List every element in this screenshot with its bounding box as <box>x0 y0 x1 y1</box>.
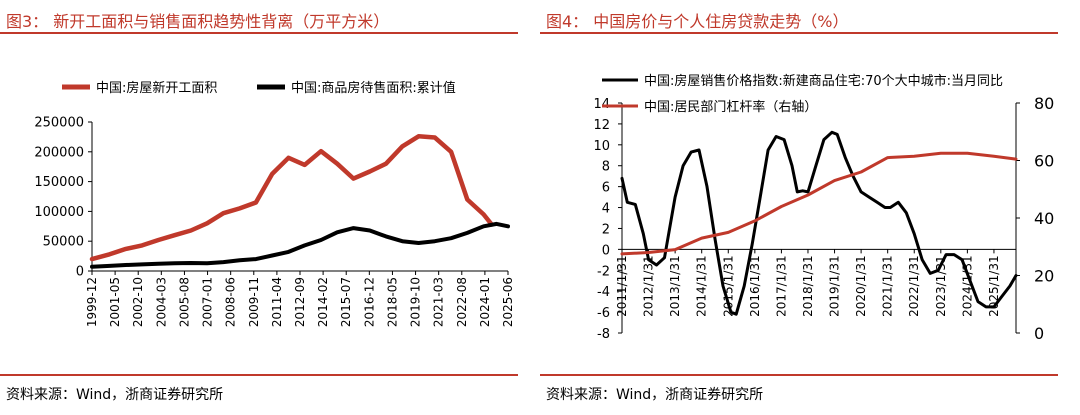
series-line-1 <box>90 221 510 269</box>
series-line-1 <box>620 151 1018 256</box>
y-tick-label: 200000 <box>34 145 84 160</box>
x-tick-label: 2019/1/31 <box>828 255 842 317</box>
left-y-tick-label: 12 <box>593 118 610 133</box>
figure-4-panel: 图4： 中国房价与个人住房贷款走势（%） -8 -6 -4 -2 0 2 4 6 8 10 12 14… <box>540 0 1060 415</box>
left-y-tick-label: 8 <box>602 160 610 175</box>
left-y-tick-label: 2 <box>602 222 610 237</box>
x-tick-label: 2022/1/31 <box>907 255 921 317</box>
x-tick-label: 2013/1/31 <box>668 255 682 317</box>
legend-label-1: 中国:居民部门杠杆率（右轴） <box>644 99 817 115</box>
figure-3-panel: 图3： 新开工面积与销售面积趋势性背离（万平方米） 中国:房屋新开工面积 中国:商… <box>0 0 520 415</box>
right-y-tick-label: 0 <box>1034 324 1044 343</box>
figure-4-source: 资料来源：Wind，浙商证券研究所 <box>546 387 764 403</box>
figure-3-top-rule <box>0 32 518 34</box>
left-y-tick-label: 6 <box>602 181 610 196</box>
left-y-tick-label: 4 <box>602 202 610 217</box>
figure-3-chart: 中国:房屋新开工面积 中国:商品房待售面积:累计值 0 50000 100000 1500… <box>34 80 515 327</box>
figure-4-top-rule <box>540 32 1058 34</box>
x-tick-label: 2021-03 <box>432 277 446 327</box>
left-y-tick-label: 0 <box>602 243 610 258</box>
x-tick-label: 2002-10 <box>131 277 145 327</box>
x-tick-label: 2011-04 <box>270 277 284 327</box>
x-tick-label: 2024-01 <box>478 277 492 327</box>
right-y-tick-label: 60 <box>1034 152 1054 171</box>
x-tick-label: 2015/1/31 <box>721 255 735 317</box>
x-tick-label: 1999-12 <box>85 277 99 327</box>
x-tick-label: 2012-09 <box>293 277 307 327</box>
x-tick-label: 2007-01 <box>201 277 215 327</box>
right-y-tick-label: 80 <box>1034 94 1054 113</box>
x-tick-label: 2018/1/31 <box>801 255 815 317</box>
figure-3-bottom-rule <box>0 374 518 376</box>
x-tick-label: 2001-05 <box>108 277 122 327</box>
x-tick-label: 2025-06 <box>501 277 515 327</box>
left-y-tick-label: -2 <box>597 264 610 279</box>
left-y-tick-label: 10 <box>593 139 610 154</box>
y-tick-label: 250000 <box>34 116 84 131</box>
right-y-tick-label: 40 <box>1034 209 1054 228</box>
x-tick-label: 2016/1/31 <box>748 255 762 317</box>
figure-4-title: 图4： 中国房价与个人住房贷款走势（%） <box>546 12 849 31</box>
y-tick-label: 150000 <box>34 175 84 190</box>
x-tick-label: 2022-08 <box>455 277 469 327</box>
x-tick-label: 2008-06 <box>224 277 238 327</box>
x-tick-label: 2012/1/31 <box>642 255 656 317</box>
y-tick-label: 0 <box>76 265 84 280</box>
x-tick-label: 2004-03 <box>154 277 168 327</box>
x-tick-label: 2018-05 <box>385 277 399 327</box>
x-tick-label: 2009-11 <box>247 277 261 327</box>
x-tick-label: 2024/1/31 <box>960 255 974 317</box>
right-y-tick-label: 20 <box>1034 267 1054 286</box>
x-tick-label: 2014-02 <box>316 277 330 327</box>
x-tick-label: 2020/1/31 <box>854 255 868 317</box>
x-tick-label: 2014/1/31 <box>695 255 709 317</box>
y-tick-label: 50000 <box>43 235 84 250</box>
x-tick-label: 2016-12 <box>362 277 376 327</box>
y-tick-label: 100000 <box>34 205 84 220</box>
legend-label-0: 中国:房屋新开工面积 <box>96 80 217 96</box>
x-tick-label: 2021/1/31 <box>881 255 895 317</box>
left-y-tick-label: -8 <box>597 327 610 342</box>
figure-4-chart: -8 -6 -4 -2 0 2 4 6 8 10 12 14 0 20 40 60 80 2011/1/31 201… <box>593 73 1054 343</box>
series-line-0 <box>89 134 494 262</box>
x-tick-label: 2019-10 <box>409 277 423 327</box>
legend-label-0: 中国:房屋销售价格指数:新建商品住宅:70个大中城市:当月同比 <box>644 73 1003 89</box>
left-y-tick-label: -4 <box>597 285 610 300</box>
x-tick-label: 2005-08 <box>177 277 191 327</box>
left-y-tick-label: -6 <box>597 306 610 321</box>
x-tick-label: 2017/1/31 <box>774 255 788 317</box>
left-y-tick-label: 14 <box>593 97 610 112</box>
figure-3-source: 资料来源：Wind，浙商证券研究所 <box>6 387 224 403</box>
figure-4-bottom-rule <box>540 374 1058 376</box>
x-tick-label: 2015-07 <box>339 277 353 327</box>
series-line-0 <box>620 130 1018 316</box>
legend-label-1: 中国:商品房待售面积:累计值 <box>291 80 456 96</box>
figure-3-title: 图3： 新开工面积与销售面积趋势性背离（万平方米） <box>6 12 390 31</box>
x-tick-label: 2011/1/31 <box>615 255 629 317</box>
